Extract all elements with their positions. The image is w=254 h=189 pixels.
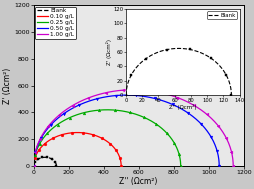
0.10 g/L [91,134,94,136]
1.00 g/L [227,143,230,146]
0.10 g/L [119,165,122,167]
Line: 0.10 g/L: 0.10 g/L [34,132,121,166]
Line: 1.00 g/L: 1.00 g/L [34,90,232,166]
0.50 g/L [32,165,35,167]
0.50 g/L [217,165,220,167]
0.50 g/L [124,94,127,96]
Blank [53,161,56,163]
Blank [47,157,50,159]
1.00 g/L [32,164,35,166]
0.10 g/L [32,164,35,167]
1.00 g/L [32,165,35,167]
0.50 g/L [153,97,156,100]
0.10 g/L [32,165,35,167]
Blank [32,165,35,167]
0.25 g/L [170,139,173,141]
1.00 g/L [231,165,234,167]
Blank [43,156,46,158]
Legend: Blank, 0.10 g/L, 0.25 g/L, 0.50 g/L, 1.00 g/L: Blank, 0.10 g/L, 0.25 g/L, 0.50 g/L, 1.0… [35,7,75,39]
0.50 g/L [157,98,160,101]
0.10 g/L [75,131,78,134]
Blank [54,162,57,165]
0.25 g/L [128,111,131,114]
1.00 g/L [162,92,165,94]
0.10 g/L [88,133,91,135]
X-axis label: Z'' (Ωcm²): Z'' (Ωcm²) [119,177,157,186]
0.25 g/L [32,164,35,167]
1.00 g/L [219,129,223,132]
Blank [32,165,35,167]
Y-axis label: Z' (Ωcm²): Z' (Ωcm²) [4,68,12,104]
1.00 g/L [161,92,164,94]
Line: 0.25 g/L: 0.25 g/L [34,110,180,166]
0.25 g/L [131,112,134,115]
0.10 g/L [117,156,120,158]
1.00 g/L [131,89,134,91]
Blank [47,156,50,159]
0.25 g/L [176,149,179,151]
0.25 g/L [179,165,182,167]
0.25 g/L [127,111,130,113]
0.25 g/L [32,165,35,167]
Blank [47,156,50,159]
0.50 g/L [32,164,35,166]
Line: 0.50 g/L: 0.50 g/L [34,95,218,166]
0.50 g/L [152,97,155,99]
0.10 g/L [114,149,117,152]
0.25 g/L [105,109,108,111]
Blank [55,165,58,167]
Line: Blank: Blank [34,157,56,166]
0.10 g/L [89,133,92,135]
0.50 g/L [206,132,209,134]
1.00 g/L [167,94,170,96]
0.50 g/L [213,145,216,147]
